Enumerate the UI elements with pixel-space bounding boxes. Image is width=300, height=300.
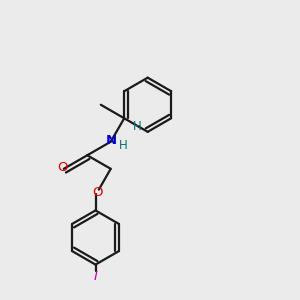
Text: O: O [92, 186, 102, 199]
Text: H: H [133, 120, 142, 133]
Text: O: O [58, 161, 68, 174]
Text: H: H [119, 139, 128, 152]
Text: N: N [106, 134, 117, 147]
Text: I: I [94, 270, 98, 283]
